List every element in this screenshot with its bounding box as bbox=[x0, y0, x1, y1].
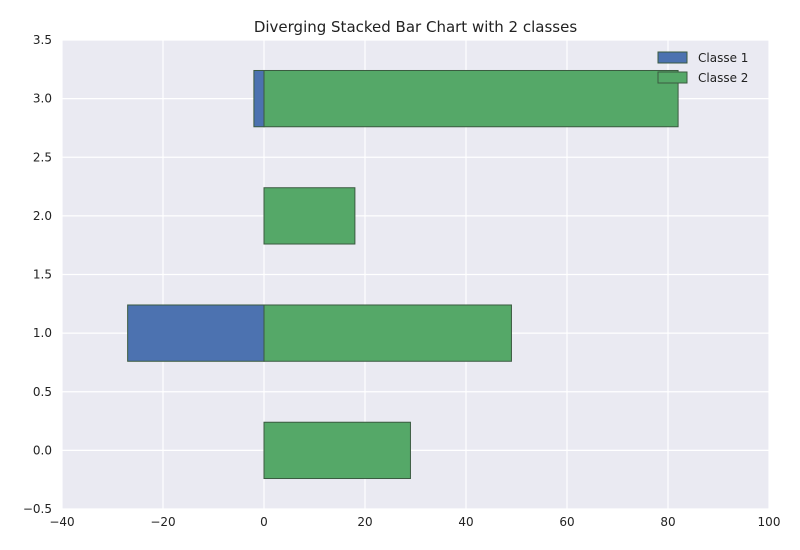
x-tick-label: 40 bbox=[458, 515, 473, 529]
legend: Classe 1 Classe 2 bbox=[657, 51, 748, 85]
x-tick-label: 0 bbox=[260, 515, 268, 529]
y-tick-label: 2.0 bbox=[33, 209, 52, 223]
bar-classe-2-0 bbox=[263, 421, 411, 480]
bars bbox=[127, 69, 679, 480]
bar-classe-2-3 bbox=[263, 69, 679, 128]
bar-classe-1-1 bbox=[127, 304, 265, 362]
y-tick-label: 1.0 bbox=[33, 326, 52, 340]
y-tick-label: 3.0 bbox=[33, 92, 52, 106]
bar-classe-2-2 bbox=[263, 187, 356, 245]
x-tick-label: 60 bbox=[559, 515, 574, 529]
legend-swatch bbox=[657, 71, 688, 84]
bar-classe-2-1 bbox=[263, 304, 512, 362]
x-tick-label: −40 bbox=[49, 515, 74, 529]
y-tick-label: −0.5 bbox=[23, 502, 52, 516]
y-tick-label: 2.5 bbox=[33, 150, 52, 164]
y-axis-tick-labels: −0.5 0.0 0.5 1.0 1.5 2.0 2.5 3.0 3.5 bbox=[23, 33, 52, 516]
x-tick-label: 80 bbox=[660, 515, 675, 529]
x-tick-label: 100 bbox=[758, 515, 781, 529]
y-tick-label: 0.5 bbox=[33, 385, 52, 399]
chart-title: Diverging Stacked Bar Chart with 2 class… bbox=[254, 18, 577, 36]
x-tick-label: 20 bbox=[357, 515, 372, 529]
y-tick-label: 0.0 bbox=[33, 443, 52, 457]
x-axis-tick-labels: −40 −20 0 20 40 60 80 100 bbox=[49, 515, 780, 529]
y-tick-label: 1.5 bbox=[33, 268, 52, 282]
bar-classe-1-3 bbox=[253, 69, 265, 128]
y-tick-label: 3.5 bbox=[33, 33, 52, 47]
legend-label: Classe 1 bbox=[698, 51, 748, 65]
x-tick-label: −20 bbox=[150, 515, 175, 529]
legend-swatch bbox=[657, 51, 688, 64]
legend-label: Classe 2 bbox=[698, 71, 748, 85]
